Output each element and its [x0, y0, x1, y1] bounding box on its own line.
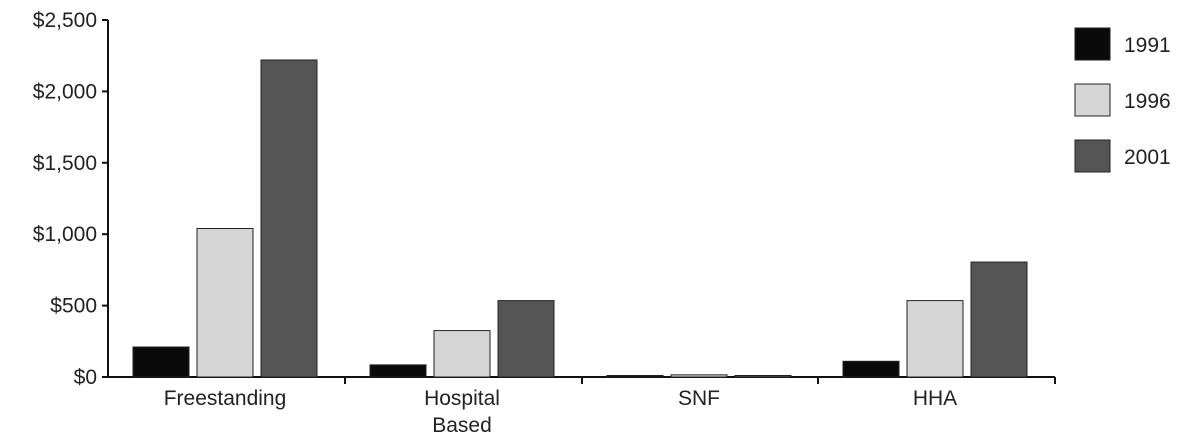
y-tick-label: $2,000: [33, 80, 97, 103]
bar-1991-0: [132, 346, 190, 378]
x-category-label: SNF: [678, 387, 720, 410]
x-category-label: Freestanding: [164, 387, 287, 410]
legend-swatch-2001: [1074, 139, 1111, 173]
y-tick-label: $0: [74, 366, 97, 389]
x-category-label: Hospital Based: [424, 387, 500, 437]
bar-1991-3: [842, 360, 900, 378]
y-tick-label: $500: [50, 295, 97, 318]
legend-label-1996: 1996: [1124, 90, 1171, 113]
bar-1996-1: [433, 330, 491, 378]
x-axis: Freestanding Hospital Based SNF HHA: [108, 376, 1056, 437]
bar-2001-2: [734, 375, 792, 378]
y-tick-label: $1,500: [33, 152, 97, 175]
bar-2001-0: [260, 59, 318, 378]
legend-swatch-1991: [1074, 27, 1111, 61]
bar-1996-3: [906, 300, 964, 378]
legend: 1991 1996 2001: [1074, 27, 1171, 173]
legend-swatch-1996: [1074, 83, 1111, 117]
legend-label-2001: 2001: [1124, 146, 1171, 169]
bar-2001-1: [497, 300, 555, 378]
bar-2001-3: [970, 261, 1028, 378]
y-tick-label: $1,000: [33, 223, 97, 246]
bars: [132, 59, 1028, 378]
x-category-label: HHA: [913, 387, 957, 410]
bar-1991-2: [606, 375, 664, 378]
bar-1996-2: [670, 374, 728, 378]
y-tick-label: $2,500: [33, 9, 97, 32]
bar-1991-1: [369, 364, 427, 378]
legend-label-1991: 1991: [1124, 34, 1171, 57]
bar-1996-0: [196, 227, 254, 378]
y-axis: $0 $500 $1,000 $1,500 $2,000 $2,500: [33, 9, 109, 389]
